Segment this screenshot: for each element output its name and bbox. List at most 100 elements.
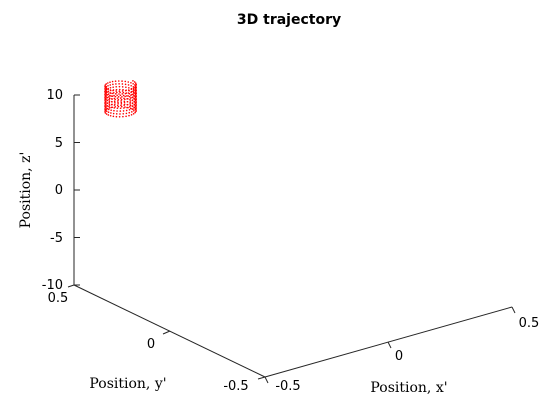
trajectory-point xyxy=(116,91,118,94)
trajectory-point xyxy=(129,106,131,108)
trajectory-point xyxy=(133,110,135,112)
trajectory-point xyxy=(106,99,109,102)
trajectory-point xyxy=(105,101,107,103)
y-tick-mark xyxy=(162,330,171,335)
trajectory-point xyxy=(129,98,131,101)
y-tick-label: 0.5 xyxy=(48,291,69,306)
trajectory-point xyxy=(130,84,132,87)
trajectory-point xyxy=(112,86,114,88)
trajectory-point xyxy=(116,97,119,99)
trajectory-point xyxy=(124,83,127,86)
trajectory-point xyxy=(107,88,109,91)
trajectory-point xyxy=(127,84,130,86)
trajectory-point xyxy=(110,103,113,106)
x-axis-label: Position, x' xyxy=(370,380,447,396)
trajectory-point xyxy=(122,115,124,118)
trajectory-point xyxy=(107,84,109,87)
trajectory-point xyxy=(117,101,119,104)
trajectory-point xyxy=(120,105,123,108)
trajectory-point xyxy=(134,82,137,85)
trajectory-point xyxy=(132,87,135,90)
trajectory-point xyxy=(111,92,114,95)
trajectory-point xyxy=(119,94,122,97)
trajectory-point xyxy=(108,97,111,100)
x-tick-mark xyxy=(264,376,269,384)
trajectory-point xyxy=(129,97,132,99)
trajectory-point xyxy=(118,83,120,85)
y-tick-label: 0 xyxy=(147,337,155,352)
trajectory-point xyxy=(135,89,138,92)
trajectory-point xyxy=(130,94,132,96)
trajectory-point xyxy=(135,83,138,86)
trajectory-point xyxy=(121,86,124,88)
trajectory-point xyxy=(132,83,134,85)
trajectory-point xyxy=(120,98,123,101)
trajectory-point xyxy=(122,91,125,94)
trajectory-point xyxy=(125,115,127,118)
trajectory-point xyxy=(131,102,134,104)
trajectory-point xyxy=(117,103,119,105)
trajectory-point xyxy=(129,100,132,102)
trajectory-point xyxy=(106,107,108,110)
trajectory-point xyxy=(112,115,115,118)
trajectory-point xyxy=(118,116,121,118)
trajectory-point xyxy=(120,103,123,105)
trajectory-point xyxy=(112,112,115,115)
trajectory-point xyxy=(112,89,114,92)
trajectory-point xyxy=(134,105,137,108)
trajectory-point xyxy=(105,83,108,85)
x-tick-label: 0.5 xyxy=(519,316,540,331)
trajectory-point xyxy=(123,101,126,104)
trajectory-point xyxy=(127,81,130,83)
trajectory-point xyxy=(121,90,124,92)
trajectory-point xyxy=(116,107,119,109)
trajectory-point xyxy=(119,91,121,94)
y-tick-label: -0.5 xyxy=(223,379,248,394)
chart-title: 3D trajectory xyxy=(237,12,341,28)
trajectory-point xyxy=(104,109,107,112)
trajectory-point xyxy=(115,86,118,88)
trajectory-point xyxy=(114,106,117,108)
trajectory-point xyxy=(104,89,107,91)
trajectory-point xyxy=(108,105,110,108)
trajectory-point xyxy=(117,80,120,82)
z-tick-label: 0 xyxy=(55,183,63,198)
trajectory-point xyxy=(124,80,127,83)
trajectory-series xyxy=(104,80,138,118)
trajectory-point xyxy=(134,111,136,114)
trajectory-point xyxy=(113,109,115,112)
trajectory-point xyxy=(105,87,108,90)
trajectory-point xyxy=(105,113,108,115)
trajectory-point xyxy=(109,86,112,89)
trajectory-point xyxy=(108,98,110,101)
trajectory-point xyxy=(110,109,112,111)
trajectory-point xyxy=(107,114,110,116)
trajectory-point xyxy=(127,95,129,97)
trajectory-point xyxy=(109,94,111,97)
trajectory-point xyxy=(132,80,134,82)
trajectory-point xyxy=(125,109,128,112)
trajectory-point xyxy=(109,89,112,91)
trajectory-point xyxy=(135,95,137,98)
trajectory-point xyxy=(106,93,109,96)
z-tick-label: -5 xyxy=(50,231,63,246)
trajectory-point xyxy=(128,87,130,89)
trajectory-point xyxy=(128,111,131,114)
trajectory-point xyxy=(128,108,131,111)
trajectory-point xyxy=(106,102,109,104)
trajectory-point xyxy=(113,107,116,109)
trajectory-point xyxy=(133,81,136,83)
trajectory-point xyxy=(131,105,134,107)
trajectory-point xyxy=(131,99,134,101)
y-tick-mark xyxy=(67,284,75,288)
x-tick-label: -0.5 xyxy=(275,379,300,394)
trajectory-point xyxy=(121,80,123,82)
trajectory-point xyxy=(135,85,137,87)
trajectory-point xyxy=(121,83,124,85)
trajectory-point xyxy=(129,107,132,110)
trajectory-point xyxy=(125,112,128,115)
trajectory-point xyxy=(123,107,125,109)
trajectory-point xyxy=(133,98,136,100)
trajectory-point xyxy=(124,98,126,101)
trajectory-point xyxy=(134,99,137,102)
